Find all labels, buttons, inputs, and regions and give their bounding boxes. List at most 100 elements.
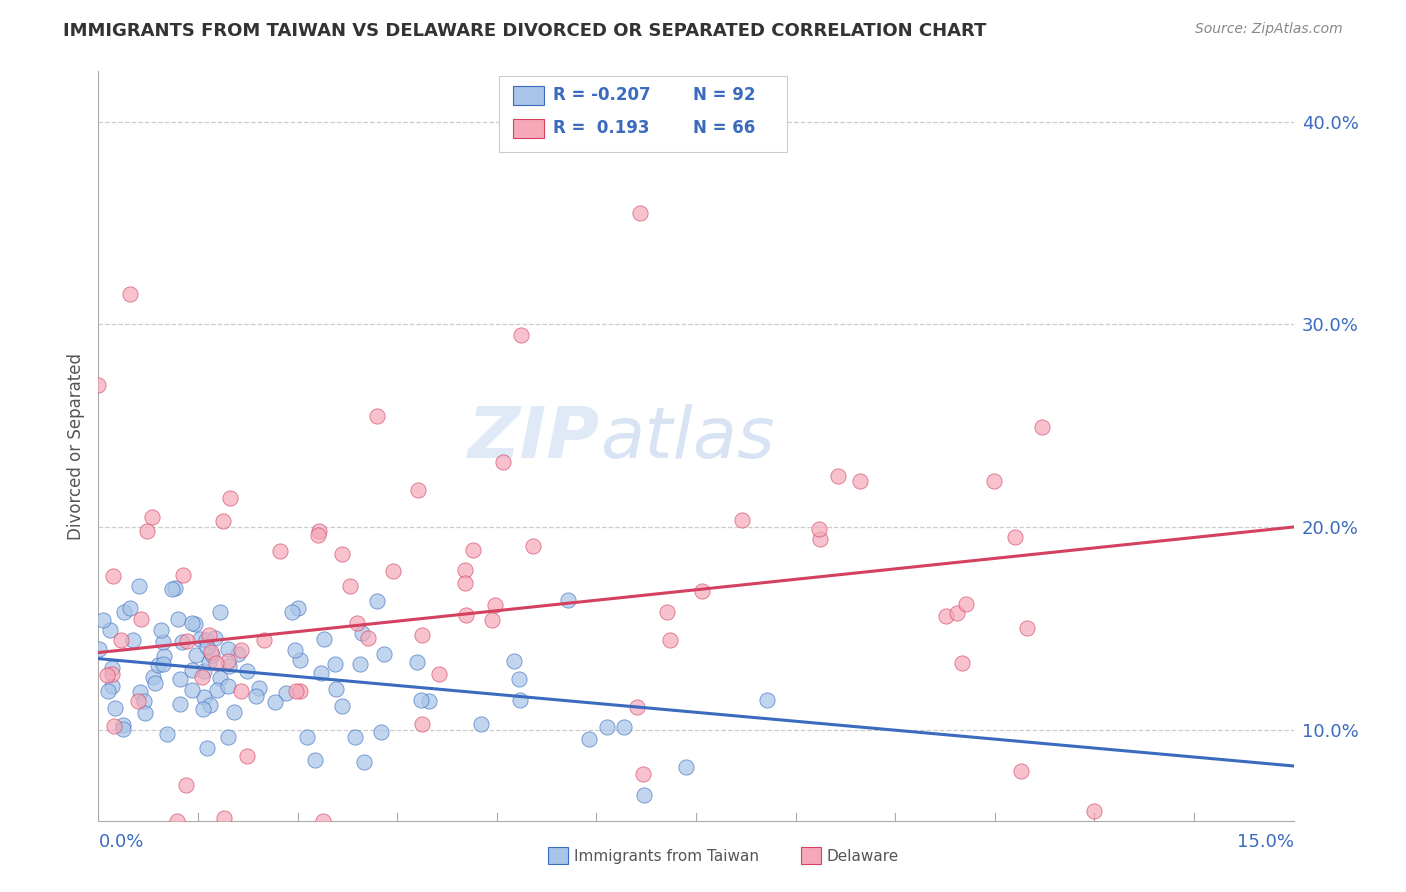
Point bbox=[353, 755, 375, 769]
Point bbox=[827, 469, 849, 483]
Point bbox=[655, 605, 678, 619]
Point bbox=[219, 491, 242, 505]
Point bbox=[343, 730, 366, 744]
Point bbox=[849, 474, 872, 488]
Point bbox=[309, 665, 332, 680]
Point bbox=[131, 612, 153, 626]
Point bbox=[1031, 420, 1053, 434]
Point bbox=[325, 681, 347, 696]
Point bbox=[188, 632, 211, 646]
Point bbox=[169, 697, 191, 711]
Point bbox=[172, 634, 194, 648]
Point bbox=[628, 206, 651, 220]
Point bbox=[101, 667, 124, 681]
Point bbox=[288, 684, 311, 698]
Point bbox=[276, 686, 298, 700]
Point bbox=[218, 659, 240, 673]
Point bbox=[205, 682, 228, 697]
Point bbox=[217, 654, 239, 668]
Point bbox=[381, 564, 404, 578]
Point bbox=[411, 716, 433, 731]
Point bbox=[284, 643, 307, 657]
Point bbox=[205, 656, 228, 670]
Point bbox=[308, 524, 330, 538]
Point bbox=[557, 593, 579, 607]
Point bbox=[128, 579, 150, 593]
Point bbox=[96, 668, 118, 682]
Point bbox=[150, 624, 173, 638]
Point bbox=[1004, 530, 1026, 544]
Point bbox=[236, 664, 259, 678]
Point bbox=[808, 532, 831, 546]
Point bbox=[312, 814, 335, 828]
Point bbox=[190, 670, 212, 684]
Point bbox=[659, 632, 682, 647]
Point bbox=[339, 579, 361, 593]
Point bbox=[229, 643, 252, 657]
Point bbox=[195, 640, 218, 654]
Text: atlas: atlas bbox=[600, 404, 775, 473]
Point bbox=[1015, 621, 1038, 635]
Point bbox=[103, 719, 125, 733]
Point bbox=[307, 527, 329, 541]
Point bbox=[87, 642, 110, 657]
Point bbox=[675, 760, 697, 774]
Point bbox=[613, 720, 636, 734]
Point bbox=[522, 539, 544, 553]
Point bbox=[269, 544, 291, 558]
Point bbox=[141, 509, 163, 524]
Point bbox=[411, 628, 433, 642]
Point bbox=[349, 657, 371, 671]
Point bbox=[373, 648, 395, 662]
Point bbox=[578, 731, 600, 746]
Point bbox=[285, 684, 308, 698]
Point bbox=[692, 584, 714, 599]
Text: IMMIGRANTS FROM TAIWAN VS DELAWARE DIVORCED OR SEPARATED CORRELATION CHART: IMMIGRANTS FROM TAIWAN VS DELAWARE DIVOR… bbox=[63, 22, 987, 40]
Point bbox=[122, 632, 145, 647]
Point bbox=[193, 690, 215, 704]
Point bbox=[731, 513, 754, 527]
Point bbox=[200, 645, 222, 659]
Point bbox=[172, 567, 194, 582]
Point bbox=[181, 616, 204, 631]
Point bbox=[104, 701, 127, 715]
Point bbox=[226, 648, 249, 662]
Point bbox=[204, 631, 226, 645]
Point bbox=[370, 724, 392, 739]
Point bbox=[229, 683, 252, 698]
Point bbox=[427, 667, 450, 681]
Point bbox=[509, 327, 531, 342]
Point bbox=[120, 287, 142, 301]
Point bbox=[176, 634, 198, 648]
Point bbox=[153, 649, 176, 664]
Point bbox=[263, 695, 285, 709]
Point bbox=[152, 657, 174, 671]
Point bbox=[152, 635, 174, 649]
Point bbox=[633, 788, 655, 802]
Point bbox=[406, 655, 429, 669]
Point bbox=[163, 581, 186, 595]
Point bbox=[631, 767, 654, 781]
Point bbox=[143, 676, 166, 690]
Point bbox=[330, 547, 353, 561]
Point bbox=[808, 522, 831, 536]
Point bbox=[217, 641, 239, 656]
Point bbox=[101, 661, 124, 675]
Point bbox=[245, 690, 267, 704]
Point bbox=[470, 717, 492, 731]
Text: 0.0%: 0.0% bbox=[98, 833, 143, 851]
Point bbox=[756, 693, 779, 707]
Point bbox=[288, 653, 311, 667]
Point bbox=[212, 514, 235, 528]
Point bbox=[366, 409, 388, 423]
Point bbox=[156, 727, 179, 741]
Point bbox=[100, 623, 122, 637]
Point bbox=[456, 608, 478, 623]
Point bbox=[418, 693, 440, 707]
Point bbox=[193, 664, 215, 678]
Text: R = -0.207: R = -0.207 bbox=[553, 87, 650, 104]
Point bbox=[127, 694, 149, 708]
Point bbox=[180, 664, 202, 678]
Point bbox=[169, 672, 191, 686]
Point bbox=[950, 656, 973, 670]
